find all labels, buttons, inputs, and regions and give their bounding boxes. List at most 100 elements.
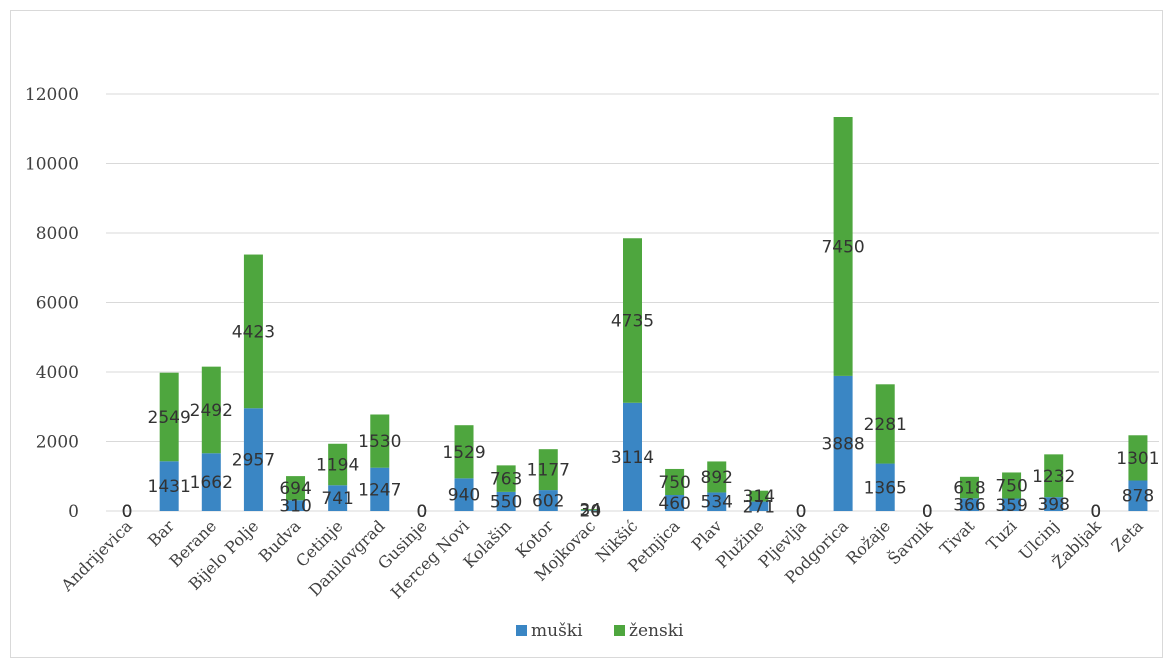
data-label-muski: 3888 (821, 434, 864, 454)
bar-zenski (580, 509, 600, 511)
bar-muski (454, 478, 474, 511)
data-label-muski: 0 (1090, 502, 1101, 522)
data-label-zenski: 2281 (864, 415, 907, 435)
data-label-zenski: 4735 (611, 312, 654, 332)
data-label-zenski: 1530 (358, 432, 401, 452)
bar-zenski (496, 465, 516, 492)
data-label-zenski: 1194 (316, 456, 359, 476)
data-label-zenski: 750 (995, 476, 1027, 496)
bar-muski (328, 485, 348, 511)
y-axis-ticks: 0 2000 4000 6000 8000 10000 12000 (25, 85, 79, 522)
data-label-muski: 20 (580, 502, 602, 522)
data-label-zenski: 618 (953, 479, 985, 499)
category-label: Rožaje (842, 516, 894, 568)
bar-muski (875, 463, 895, 511)
data-label-muski: 534 (701, 493, 733, 513)
data-label-muski: 940 (448, 486, 480, 506)
data-label-zenski: 2492 (190, 401, 233, 421)
data-label-zenski: 7450 (821, 237, 864, 257)
bar-muski (580, 510, 600, 511)
data-label-zenski: 0 (922, 502, 933, 522)
category-label: Bar (144, 516, 178, 550)
bar-muski (749, 501, 769, 511)
category-label: Šavnik (883, 515, 936, 568)
data-label-muski: 878 (1122, 487, 1154, 507)
data-label-muski: 602 (532, 492, 564, 512)
bar-muski (1128, 480, 1148, 511)
data-label-muski: 271 (743, 497, 775, 517)
bar-zenski (623, 238, 642, 403)
bars (159, 117, 1148, 511)
data-label-muski: 398 (1037, 495, 1069, 515)
y-tick-label: 4000 (36, 363, 79, 383)
bar-muski (201, 453, 221, 511)
legend-swatch-zenski (614, 625, 625, 636)
bar-muski (538, 490, 558, 511)
data-label-muski: 741 (321, 489, 353, 509)
data-label-zenski: 1177 (527, 461, 570, 481)
category-label: Zeta (1107, 516, 1147, 556)
bar-zenski (749, 490, 769, 502)
bar-muski (959, 498, 979, 511)
bar-zenski (201, 366, 221, 454)
bar-muski (707, 492, 727, 511)
data-label-muski: 1662 (190, 473, 233, 493)
category-label: Plav (688, 516, 726, 554)
bar-zenski (875, 384, 895, 464)
bar-muski (496, 491, 516, 511)
data-label-zenski: 1301 (1116, 449, 1159, 469)
bar-zenski (370, 414, 390, 468)
data-label-muski: 1365 (864, 478, 907, 498)
data-label-zenski: 892 (701, 468, 733, 488)
category-label: Kolašin (459, 516, 514, 571)
data-label-muski: 460 (658, 494, 690, 514)
data-label-muski: 1247 (358, 480, 401, 500)
bar-muski (159, 461, 179, 511)
bar-zenski (159, 372, 179, 462)
bar-zenski (1002, 472, 1022, 499)
data-label-zenski: 34 (580, 501, 602, 521)
data-label-zenski: 2549 (148, 408, 191, 428)
bar-muski (623, 402, 642, 511)
data-label-muski: 366 (953, 496, 985, 516)
bar-muski (243, 408, 263, 511)
data-label-muski: 310 (279, 497, 311, 517)
legend-swatch-muski (516, 625, 527, 636)
bar-zenski (286, 476, 306, 501)
bar-muski (665, 495, 685, 511)
bar-muski (286, 500, 306, 511)
bar-zenski (1044, 454, 1064, 498)
data-label-muski: 0 (416, 502, 427, 522)
category-label: Tivat (936, 516, 979, 559)
bar-zenski (538, 449, 558, 491)
data-label-zenski: 763 (490, 470, 522, 490)
data-label-zenski: 694 (279, 479, 311, 499)
data-label-muski: 0 (122, 502, 133, 522)
data-label-zenski: 1232 (1032, 467, 1075, 487)
bar-muski (833, 375, 853, 511)
data-label-muski: 550 (490, 492, 522, 512)
bar-zenski (707, 461, 727, 493)
data-label-zenski: 314 (743, 487, 775, 507)
data-label-muski: 0 (922, 502, 933, 522)
bar-zenski (1128, 435, 1148, 481)
bar-muski (1044, 497, 1064, 511)
data-label-zenski: 750 (658, 473, 690, 493)
bar-zenski (833, 117, 853, 376)
bar-zenski (454, 425, 474, 479)
data-label-zenski: 4423 (232, 322, 275, 342)
chart-frame: 0 2000 4000 6000 8000 10000 12000 0 0 1431 2549 16… (10, 10, 1163, 658)
data-label-muski: 0 (796, 502, 807, 522)
category-label: Andrijevica (57, 516, 136, 595)
bar-muski (1002, 498, 1022, 511)
data-label-muski: 359 (995, 496, 1027, 516)
data-label-zenski: 0 (122, 502, 133, 522)
data-label-zenski: 1529 (442, 443, 485, 463)
y-tick-label: 12000 (25, 85, 79, 105)
legend-label-zenski: ženski (629, 621, 684, 641)
y-tick-label: 0 (68, 502, 79, 522)
legend: muški ženski (516, 621, 684, 641)
